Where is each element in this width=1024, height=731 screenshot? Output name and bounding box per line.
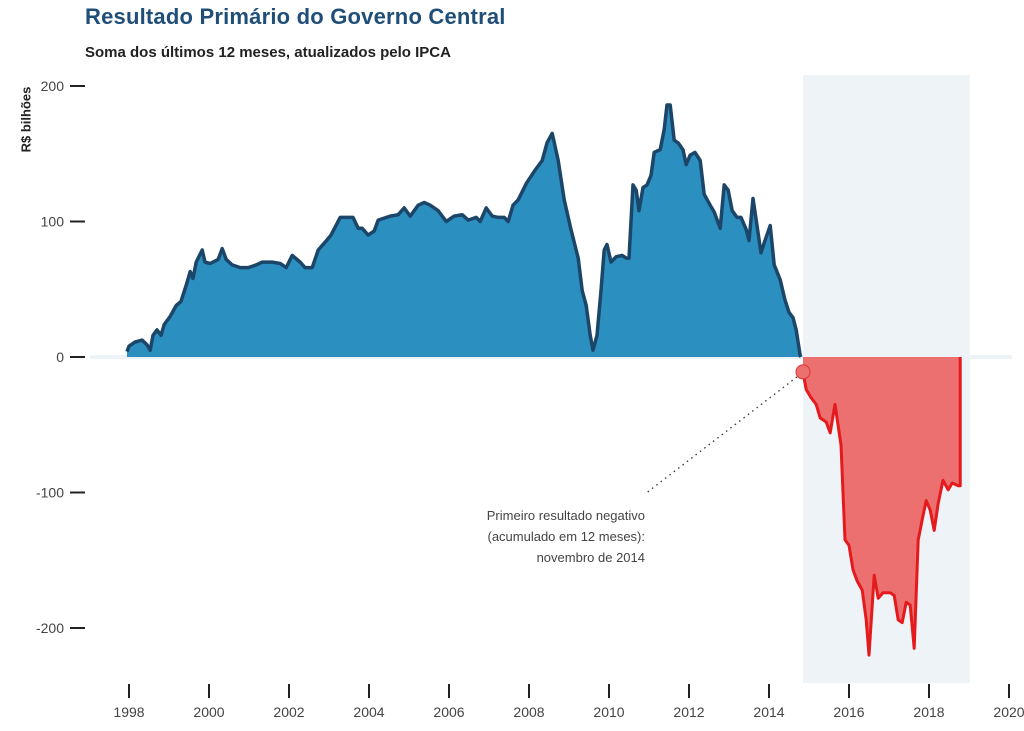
y-tick-label: -100: [36, 485, 64, 501]
x-tick-label: 2008: [513, 704, 544, 720]
x-tick-label: 2006: [433, 704, 464, 720]
x-tick-label: 2004: [353, 704, 384, 720]
y-tick-label: 200: [41, 78, 65, 94]
y-tick-label: -200: [36, 620, 64, 636]
annotation-line: novembro de 2014: [537, 550, 645, 565]
x-tick-label: 2000: [193, 704, 224, 720]
x-tick-label: 2012: [673, 704, 704, 720]
x-tick-label: 2016: [833, 704, 864, 720]
y-axis: 200 100 0 -100 -200: [36, 78, 85, 636]
x-tick-label: 2014: [753, 704, 784, 720]
chart-title: Resultado Primário do Governo Central: [85, 4, 506, 29]
annotation-text: Primeiro resultado negativo (acumulado em…: [487, 508, 645, 565]
negative-area: [803, 357, 961, 656]
annotation-line: Primeiro resultado negativo: [487, 508, 645, 523]
x-tick-label: 2002: [273, 704, 304, 720]
y-tick-label: 0: [56, 349, 64, 365]
x-tick-label: 2020: [993, 704, 1024, 720]
chart-subtitle: Soma dos últimos 12 meses, atualizados p…: [85, 44, 451, 61]
annotation-leader-line: [644, 376, 798, 495]
positive-line: [125, 103, 803, 358]
x-tick-label: 2018: [913, 704, 944, 720]
x-tick-label: 2010: [593, 704, 624, 720]
y-tick-label: 100: [41, 214, 65, 230]
x-axis: 1998 2000 2002 2004 2006 2008 2010 2012 2014 2016…: [113, 684, 1024, 720]
annotation-line: (acumulado em 12 meses):: [487, 529, 645, 544]
positive-area: [127, 105, 801, 357]
negative-line: [801, 357, 962, 657]
x-tick-label: 1998: [113, 704, 144, 720]
annotation-marker: [795, 364, 811, 380]
